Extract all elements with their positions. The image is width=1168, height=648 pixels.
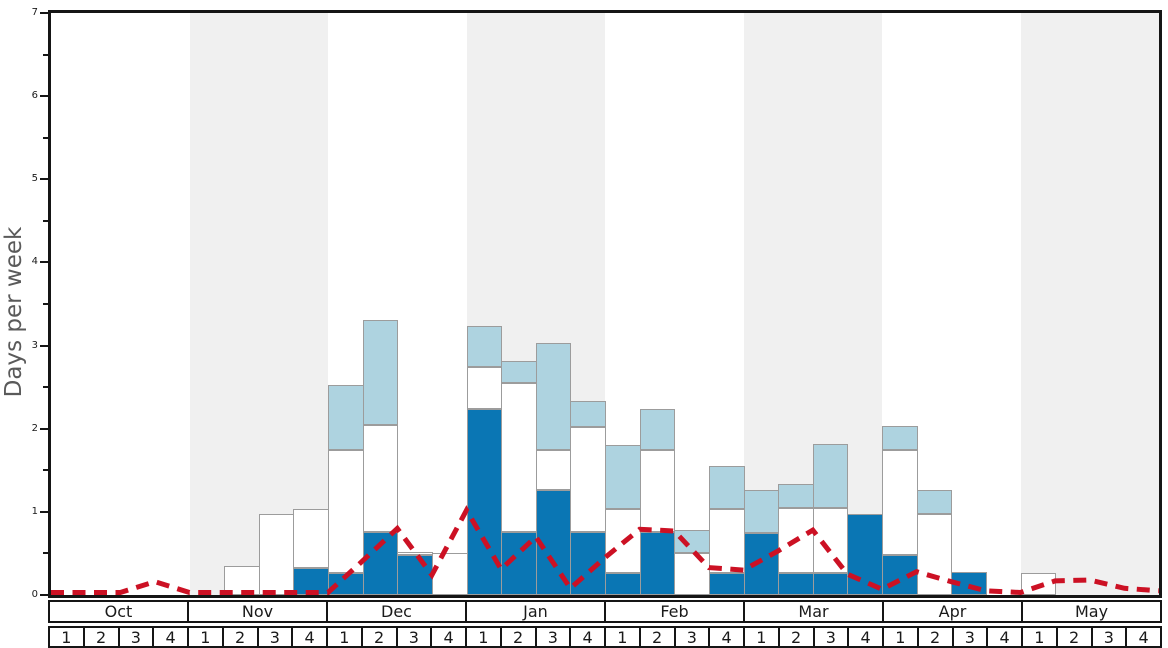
week-label-nov-3: 3 bbox=[258, 626, 294, 648]
week-label-may-2: 2 bbox=[1057, 626, 1093, 648]
y-tick-label-3: 3 bbox=[31, 339, 38, 351]
y-tick-label-7: 7 bbox=[31, 7, 38, 18]
week-label-jan-1: 1 bbox=[467, 626, 502, 648]
bar-light-blue-days bbox=[605, 444, 641, 510]
week-label-mar-1: 1 bbox=[745, 626, 780, 648]
week-label-feb-4: 4 bbox=[710, 626, 745, 648]
bar-white-days bbox=[258, 514, 295, 595]
bar-light-blue-days bbox=[466, 326, 503, 368]
y-tick-label-4: 4 bbox=[31, 256, 38, 268]
bar-white-days bbox=[570, 427, 606, 532]
plot-area bbox=[48, 10, 1162, 598]
month-label-feb: Feb bbox=[606, 600, 745, 623]
y-tick-label-1: 1 bbox=[31, 505, 38, 517]
bar-white-days bbox=[916, 514, 953, 595]
week-label-dec-1: 1 bbox=[328, 626, 363, 648]
week-label-apr-2: 2 bbox=[918, 626, 954, 648]
month-label-jan: Jan bbox=[467, 600, 606, 623]
week-label-dec-4: 4 bbox=[432, 626, 467, 648]
red-dashed-polyline bbox=[51, 505, 1159, 595]
y-major-tick-1 bbox=[40, 510, 48, 513]
bar-light-blue-days bbox=[362, 319, 399, 426]
month-axis-row: Oct Nov Dec Jan Feb Mar Apr May bbox=[48, 600, 1162, 623]
bar-light-blue-days bbox=[570, 401, 606, 428]
bar-white-days bbox=[882, 449, 918, 556]
week-label-jan-4: 4 bbox=[571, 626, 606, 648]
week-label-apr-1: 1 bbox=[884, 626, 919, 648]
bar-light-blue-days bbox=[328, 385, 364, 450]
bar-white-days bbox=[708, 508, 745, 573]
week-label-nov-4: 4 bbox=[293, 626, 328, 648]
bar-white-days bbox=[362, 425, 399, 532]
week-label-jan-2: 2 bbox=[501, 626, 537, 648]
week-label-oct-1: 1 bbox=[48, 626, 85, 648]
y-minor-tick-1.5 bbox=[43, 469, 48, 472]
y-minor-tick-6.5 bbox=[43, 53, 48, 56]
week-label-apr-3: 3 bbox=[953, 626, 989, 648]
bar-dark-blue-days bbox=[397, 555, 433, 595]
plot-inner bbox=[51, 13, 1159, 595]
y-minor-tick-5.5 bbox=[43, 136, 48, 139]
week-label-dec-2: 2 bbox=[362, 626, 398, 648]
red-dashed-line bbox=[51, 505, 1159, 595]
week-label-may-4: 4 bbox=[1127, 626, 1162, 648]
week-label-mar-2: 2 bbox=[779, 626, 815, 648]
bar-white-days bbox=[639, 449, 676, 532]
y-minor-tick-3.5 bbox=[43, 303, 48, 305]
y-minor-tick-2.5 bbox=[43, 386, 48, 389]
bar-dark-blue-days bbox=[847, 514, 883, 595]
month-label-apr: Apr bbox=[884, 600, 1023, 623]
y-major-tick-3 bbox=[40, 344, 48, 347]
week-label-feb-2: 2 bbox=[640, 626, 676, 648]
month-label-mar: Mar bbox=[745, 600, 884, 623]
week-label-feb-3: 3 bbox=[675, 626, 711, 648]
bar-light-blue-days bbox=[812, 443, 849, 508]
y-axis-title: Days per week bbox=[1, 226, 27, 398]
y-major-tick-7 bbox=[40, 12, 48, 14]
y-tick-label-6: 6 bbox=[31, 90, 38, 102]
bar-dark-blue-days bbox=[743, 532, 780, 595]
bar-light-blue-days bbox=[916, 490, 953, 515]
bar-light-blue-days bbox=[882, 426, 918, 450]
y-major-tick-0 bbox=[40, 594, 48, 596]
week-label-oct-4: 4 bbox=[154, 626, 189, 648]
week-label-mar-4: 4 bbox=[849, 626, 884, 648]
bar-white-days bbox=[466, 367, 503, 409]
week-label-dec-3: 3 bbox=[397, 626, 433, 648]
y-tick-label-2: 2 bbox=[31, 422, 38, 434]
week-label-jan-3: 3 bbox=[536, 626, 572, 648]
month-label-may: May bbox=[1023, 600, 1162, 623]
bar-light-blue-days bbox=[708, 466, 745, 509]
bar-light-blue-days bbox=[535, 343, 572, 451]
y-tick-label-5: 5 bbox=[31, 173, 38, 185]
y-major-tick-5 bbox=[40, 178, 48, 181]
y-tick-label-0: 0 bbox=[31, 589, 38, 600]
week-label-may-3: 3 bbox=[1092, 626, 1128, 648]
y-major-tick-2 bbox=[40, 427, 48, 430]
week-label-apr-4: 4 bbox=[988, 626, 1023, 648]
week-label-mar-3: 3 bbox=[814, 626, 850, 648]
month-stripe-nov bbox=[189, 13, 328, 595]
month-label-dec: Dec bbox=[328, 600, 467, 623]
week-label-oct-3: 3 bbox=[119, 626, 155, 648]
y-major-tick-6 bbox=[40, 95, 48, 98]
month-label-oct: Oct bbox=[48, 600, 189, 623]
week-label-oct-2: 2 bbox=[84, 626, 120, 648]
bar-light-blue-days bbox=[639, 408, 676, 450]
bar-white-days bbox=[293, 508, 329, 568]
y-major-tick-4 bbox=[40, 261, 48, 264]
y-minor-tick-4.5 bbox=[43, 219, 48, 222]
y-minor-tick-0.5 bbox=[43, 552, 48, 555]
week-label-nov-2: 2 bbox=[223, 626, 259, 648]
bar-white-days bbox=[501, 383, 537, 532]
bar-white-days bbox=[812, 507, 849, 573]
week-label-nov-1: 1 bbox=[189, 626, 224, 648]
month-label-nov: Nov bbox=[189, 600, 328, 623]
month-stripe-may bbox=[1020, 13, 1159, 595]
week-label-feb-1: 1 bbox=[606, 626, 641, 648]
week-label-may-1: 1 bbox=[1023, 626, 1058, 648]
